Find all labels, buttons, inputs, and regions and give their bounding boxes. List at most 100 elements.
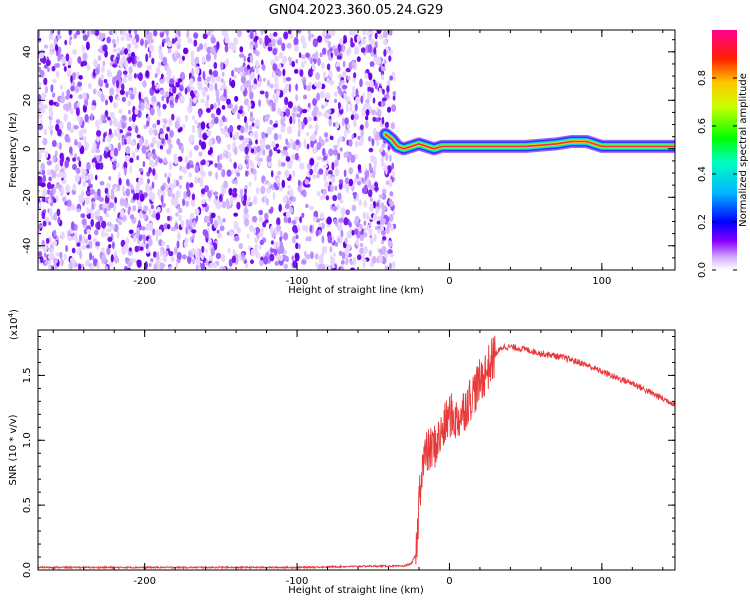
heatmap-cell: [112, 241, 115, 250]
heatmap-cell: [288, 83, 292, 93]
heatmap-cell: [227, 247, 231, 254]
heatmap-cell: [48, 263, 51, 270]
heatmap-cell: [117, 142, 121, 152]
heatmap-cell: [255, 50, 260, 57]
heatmap-cell: [56, 183, 59, 190]
heatmap-cell: [53, 185, 56, 195]
heatmap-cell: [41, 211, 46, 220]
heatmap-cell: [386, 226, 390, 235]
heatmap-cell: [264, 91, 269, 99]
heatmap-cell: [341, 251, 346, 260]
heatmap-cell: [348, 139, 353, 147]
heatmap-cell: [256, 80, 262, 88]
heatmap-cell: [278, 187, 284, 192]
heatmap-cell: [222, 218, 226, 223]
heatmap-cell: [72, 235, 76, 240]
heatmap-cell: [251, 215, 258, 223]
heatmap-cell: [295, 234, 299, 240]
heatmap-cell: [309, 205, 314, 211]
heatmap-cell: [45, 59, 51, 67]
heatmap-cell: [195, 265, 199, 270]
heatmap-cell: [95, 162, 101, 170]
heatmap-cell: [328, 118, 332, 127]
heatmap-cell: [166, 137, 172, 145]
heatmap-cell: [339, 38, 344, 45]
heatmap-cell: [119, 197, 125, 207]
heatmap-cell: [116, 96, 121, 102]
heatmap-cell: [187, 255, 192, 264]
heatmap-cell: [244, 263, 249, 269]
heatmap-cell: [223, 80, 226, 89]
heatmap-cell: [105, 146, 109, 153]
heatmap-cell: [370, 236, 374, 245]
heatmap-cell: [305, 225, 309, 234]
heatmap-cell: [298, 185, 302, 194]
heatmap-cell: [220, 127, 224, 133]
heatmap-cell: [72, 157, 77, 162]
heatmap-cell: [116, 36, 120, 45]
heatmap-cell: [208, 170, 213, 177]
heatmap-cell: [231, 69, 235, 77]
heatmap-cell: [168, 118, 173, 127]
heatmap-cell: [354, 35, 358, 43]
heatmap-cell: [52, 78, 57, 84]
heatmap-cell: [375, 202, 380, 207]
heatmap-cell: [267, 181, 272, 188]
heatmap-cell: [219, 119, 224, 128]
heatmap-cell: [301, 212, 305, 218]
heatmap-cell: [86, 244, 90, 249]
heatmap-cell: [189, 218, 193, 227]
heatmap-cell: [362, 211, 366, 220]
heatmap-cell: [168, 143, 173, 150]
heatmap-cell: [85, 260, 89, 267]
heatmap-cell: [224, 133, 230, 138]
heatmap-cell: [249, 116, 255, 123]
heatmap-cell: [57, 54, 61, 62]
heatmap-cell: [376, 30, 382, 35]
heatmap-cell: [227, 127, 231, 134]
heatmap-cell: [315, 229, 319, 237]
heatmap-cell: [68, 39, 72, 46]
heatmap-cell: [231, 255, 236, 264]
heatmap-cell: [66, 206, 72, 212]
heatmap-cell: [239, 53, 245, 58]
heatmap-cell: [106, 36, 111, 44]
x-tick-label: 100: [592, 276, 611, 287]
heatmap-cell: [92, 88, 97, 95]
heatmap-cell: [261, 131, 266, 139]
heatmap-cell: [52, 257, 59, 264]
heatmap-cell: [271, 105, 276, 112]
heatmap-cell: [307, 30, 311, 35]
heatmap-cell: [256, 145, 261, 153]
heatmap-cell: [290, 138, 294, 143]
heatmap-cell: [159, 144, 164, 150]
heatmap-cell: [364, 184, 368, 192]
heatmap-cell: [180, 220, 185, 228]
heatmap-cell: [95, 148, 101, 154]
heatmap-cell: [210, 75, 216, 84]
heatmap-cell: [312, 146, 318, 154]
heatmap-cell: [168, 161, 172, 171]
heatmap-cell: [151, 80, 155, 86]
heatmap-cell: [329, 135, 334, 141]
heatmap-cell: [244, 146, 249, 155]
heatmap-cell: [240, 76, 246, 84]
heatmap-cell: [69, 94, 73, 99]
heatmap-cell: [175, 212, 179, 217]
heatmap-cell: [287, 184, 291, 190]
heatmap-cell: [123, 198, 128, 208]
heatmap-cell: [179, 165, 183, 172]
heatmap-cell: [209, 160, 213, 165]
heatmap-cell: [297, 179, 301, 187]
heatmap-cell: [107, 236, 113, 242]
heatmap-cell: [355, 142, 358, 147]
heatmap-cell: [157, 61, 162, 68]
heatmap-cell: [60, 231, 65, 240]
heatmap-cell: [159, 89, 165, 95]
heatmap-cell: [65, 184, 71, 193]
heatmap-cell: [42, 137, 48, 146]
heatmap-cell: [226, 144, 232, 151]
heatmap-cell: [206, 76, 211, 83]
heatmap-cell: [191, 115, 196, 120]
